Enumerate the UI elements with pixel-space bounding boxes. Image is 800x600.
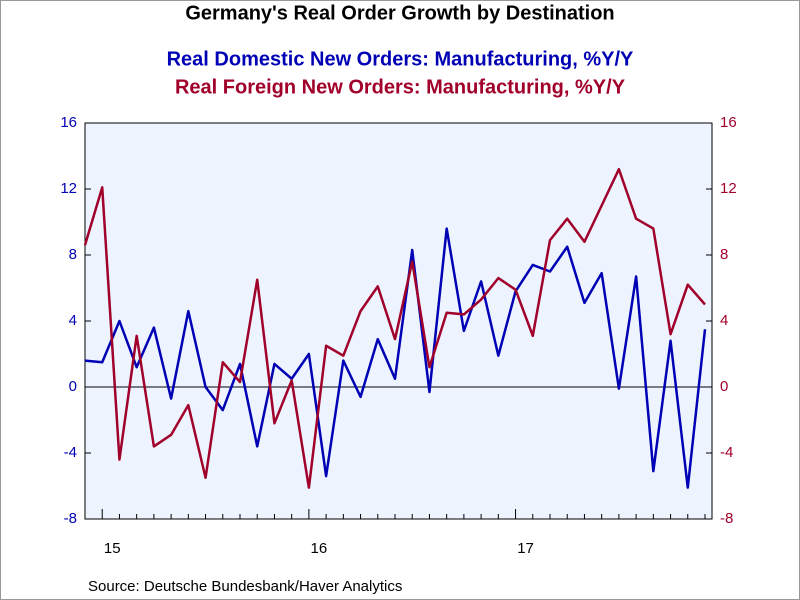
y-tick-label: 0 — [69, 378, 77, 395]
x-tick-label: 17 — [517, 540, 534, 557]
x-tick-label: 15 — [104, 540, 121, 557]
y-tick-label: -8 — [64, 510, 77, 527]
chart-title: Germany's Real Order Growth by Destinati… — [185, 2, 614, 24]
y2-tick-label: 12 — [720, 180, 737, 197]
y2-tick-label: -8 — [720, 510, 733, 527]
y-tick-label: 12 — [60, 180, 77, 197]
legend-entry: Real Domestic New Orders: Manufacturing,… — [167, 48, 634, 70]
legend-entry: Real Foreign New Orders: Manufacturing, … — [175, 76, 626, 98]
y-tick-label: 4 — [69, 312, 77, 329]
y2-tick-label: -4 — [720, 444, 733, 461]
series-line — [84, 227, 707, 489]
y-tick-label: -4 — [64, 444, 77, 461]
y2-tick-label: 16 — [720, 114, 737, 131]
y2-tick-label: 8 — [720, 246, 728, 263]
y-tick-label: 16 — [60, 114, 77, 131]
y2-tick-label: 4 — [720, 312, 728, 329]
series-line — [83, 167, 706, 489]
x-tick-label: 16 — [311, 540, 328, 557]
source-note: Source: Deutsche Bundesbank/Haver Analyt… — [88, 578, 402, 595]
y2-tick-label: 0 — [720, 378, 728, 395]
y-tick-label: 8 — [69, 246, 77, 263]
